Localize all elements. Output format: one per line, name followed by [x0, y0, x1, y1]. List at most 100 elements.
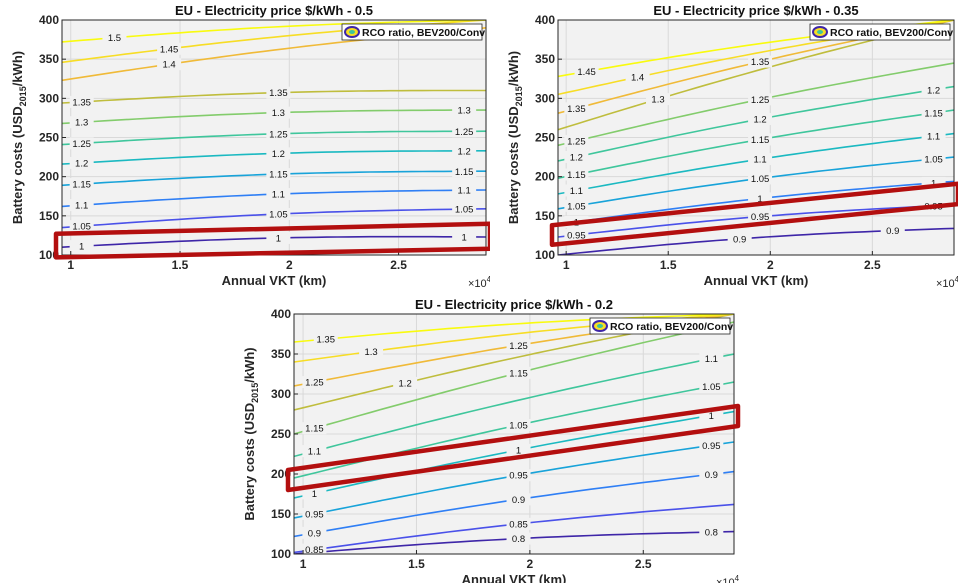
legend-icon-core	[349, 30, 355, 34]
contour-label: 1.1	[570, 186, 583, 197]
contour-label-bg	[748, 172, 773, 185]
contour-label: 0.9	[308, 528, 321, 539]
contour-label-bg	[266, 231, 291, 244]
contour-label: 1	[709, 411, 714, 422]
chart-panel-price-0-35: 0.9 0.9 0.95 0.95 0.95 1 1 1 1.05 1.05 1.05 1.1 1.1 1…	[500, 0, 958, 290]
contour-label-bg	[506, 419, 531, 432]
contour-label-bg	[748, 93, 773, 106]
contour-line-1.5	[62, 20, 486, 43]
contour-label: 1	[516, 445, 521, 456]
contour-label-bg	[921, 130, 946, 143]
contour-label-bg	[699, 526, 724, 539]
contour-label-bg	[302, 376, 327, 389]
chart-title: EU - Electricity price $/kWh - 0.35	[653, 3, 858, 18]
y-tick-label: 300	[271, 387, 291, 401]
contour-label: 1.05	[924, 155, 943, 166]
contour-label: 1.25	[567, 136, 586, 147]
y-tick-label: 350	[39, 52, 59, 66]
contour-label: 1.3	[365, 347, 378, 358]
y-tick-label: 250	[535, 131, 555, 145]
legend-box	[341, 23, 483, 41]
y-tick-label: 400	[271, 307, 291, 321]
contour-label-bg	[506, 366, 531, 379]
contour-label-bg	[302, 445, 327, 458]
contour-label: 1.2	[272, 149, 285, 160]
contour-chart-price-0-35: 0.90.90.950.950.951111.051.051.051.11.11…	[506, 3, 958, 290]
contour-label: 0.95	[702, 441, 721, 452]
y-axis-label: Battery costs (USD2015/kWh)	[506, 51, 524, 224]
x-tick-label: 2	[767, 258, 774, 272]
contour-label-bg	[452, 104, 477, 117]
contour-label-bg	[302, 526, 327, 539]
contour-label: 1.05	[455, 205, 474, 216]
legend-label: RCO ratio, BEV200/Conv	[830, 27, 953, 39]
contour-label-bg	[266, 147, 291, 160]
contour-label-bg	[506, 443, 531, 456]
contour-label: 0.85	[509, 519, 528, 530]
contour-label: 1.35	[269, 88, 288, 99]
x-axis-exponent: ×104	[716, 574, 740, 583]
contour-label-bg	[266, 86, 291, 99]
x-tick-label: 2.5	[635, 557, 652, 571]
contour-chart-price-0-5: 11 11.051.05 1.051.11.1 1.11.151.15 1.151.21…	[10, 3, 493, 290]
contour-label-bg	[69, 95, 94, 108]
contour-label: 1.45	[160, 44, 179, 55]
contour-label: 1	[312, 489, 317, 500]
contour-chart-price-0-2: 0.8 0.8 0.85 0.85 0.9 0.9 0.9 0.95 0.95 0.95 1 1 1 1.…	[242, 297, 741, 588]
y-tick-label: 100	[271, 547, 291, 561]
contour-label-bg	[266, 168, 291, 181]
contour-label-bg	[506, 469, 531, 482]
contour-label: 1.2	[927, 85, 940, 96]
contour-label: 1.1	[272, 190, 285, 201]
contour-label-bg	[880, 224, 905, 237]
contour-label: 1.3	[75, 118, 88, 129]
contour-label: 1.05	[269, 209, 288, 220]
contour-label-bg	[727, 232, 752, 245]
x-tick-label: 1	[300, 557, 307, 571]
contour-label-bg	[564, 199, 589, 212]
legend-box	[809, 23, 951, 41]
contour-label: 1.3	[272, 108, 285, 119]
chart-title: EU - Electricity price $/kWh - 0.5	[175, 3, 373, 18]
x-tick-label: 2	[527, 557, 534, 571]
contour-label: 1.15	[567, 170, 586, 181]
contour-label: 1.2	[75, 158, 88, 169]
legend-label: RCO ratio, BEV200/Conv	[362, 27, 485, 39]
legend-icon-core	[597, 324, 603, 328]
contour-label: 0.8	[705, 528, 718, 539]
contour-label-bg	[157, 42, 182, 55]
contour-lines: 0.8 0.8 0.85 0.85 0.9 0.9 0.9 0.95 0.95 0.95 1 1 1 1.…	[294, 314, 734, 554]
contour-label-bg	[921, 106, 946, 119]
y-tick-label: 100	[535, 248, 555, 262]
contour-label-bg	[574, 65, 599, 78]
contour-label-bg	[748, 113, 773, 126]
x-axis-label: Annual VKT (km)	[462, 572, 567, 583]
contour-label: 1.2	[458, 146, 471, 157]
contour-label-bg	[69, 220, 94, 233]
contour-label: 1.35	[567, 104, 586, 115]
chart-panel-price-0-5: 1 1 1 1.05 1.05 1.05 1.1 1.1 1.1 1.15 1.15 1.15 1.2 1…	[0, 0, 493, 290]
contour-label-bg	[564, 102, 589, 115]
contour-label: 1.1	[753, 155, 766, 166]
contour-label: 1.2	[399, 378, 412, 389]
contour-lines: 1 1 1 1.05 1.05 1.05 1.1 1.1 1.1 1.15 1.15 1.15 1.2 1…	[62, 20, 486, 253]
contour-label-bg	[646, 93, 671, 106]
x-tick-label: 1	[563, 258, 570, 272]
highlight-band	[285, 403, 741, 493]
contour-line-1.1	[294, 353, 734, 458]
y-tick-label: 250	[39, 131, 59, 145]
contour-label-bg	[748, 153, 773, 166]
highlight-band	[549, 181, 958, 248]
contour-label: 0.8	[512, 534, 525, 545]
contour-label: 1.15	[269, 170, 288, 181]
contour-label: 1.4	[162, 60, 175, 71]
contour-label: 1	[79, 242, 84, 253]
contour-label: 1.25	[269, 129, 288, 140]
contour-label: 0.9	[886, 226, 899, 237]
contour-label: 1.45	[577, 67, 596, 78]
contour-label: 1.3	[651, 95, 664, 106]
contour-label: 1.2	[753, 115, 766, 126]
contour-label-bg	[564, 168, 589, 181]
contour-label-bg	[266, 207, 291, 220]
contour-label: 1.35	[317, 335, 336, 346]
